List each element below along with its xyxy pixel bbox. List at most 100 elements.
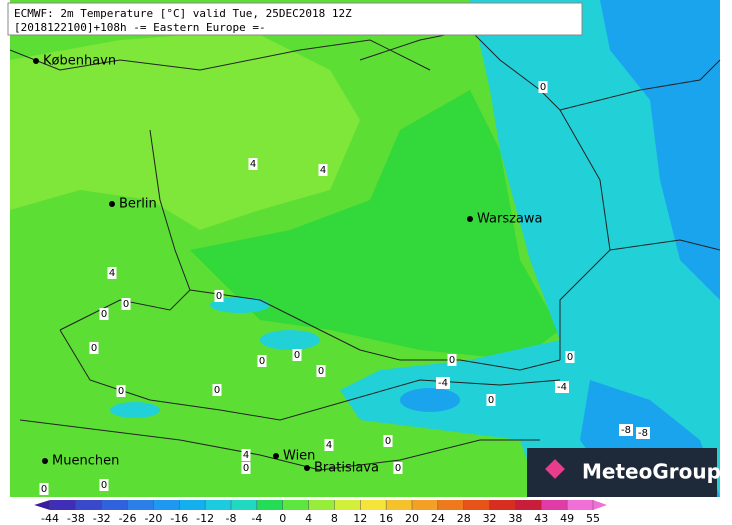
contour-label: 0 bbox=[567, 352, 573, 363]
contour-label-box bbox=[248, 158, 258, 170]
country-border bbox=[559, 59, 721, 111]
contour-label: -8 bbox=[638, 428, 648, 439]
contour-label-box bbox=[107, 267, 117, 279]
colorbar-segment bbox=[205, 500, 232, 510]
contour-label: 0 bbox=[294, 350, 300, 361]
contour-label-box bbox=[121, 298, 131, 310]
colorbar-tick-label: -26 bbox=[119, 512, 137, 525]
contour-label-box bbox=[436, 377, 450, 389]
colorbar-tick-label: 20 bbox=[405, 512, 419, 525]
field-cool-spot bbox=[260, 330, 320, 350]
country-border bbox=[609, 239, 721, 251]
logo-icon bbox=[545, 459, 565, 479]
city-label: Warszawa bbox=[477, 212, 543, 227]
contour-label-box bbox=[257, 355, 267, 367]
colorbar-segment bbox=[75, 500, 103, 510]
contour-label: 0 bbox=[101, 480, 107, 491]
contour-label: 0 bbox=[123, 299, 129, 310]
city-dot bbox=[304, 465, 310, 471]
field-cold bbox=[600, 0, 720, 300]
colorbar-segment bbox=[256, 500, 284, 510]
country-border bbox=[189, 289, 561, 371]
city-dot bbox=[33, 58, 39, 64]
colorbar-segment bbox=[231, 500, 258, 510]
contour-label-box bbox=[89, 342, 99, 354]
logo-text: MeteoGroup bbox=[582, 460, 721, 484]
colorbar-tick-label: 55 bbox=[586, 512, 600, 525]
header-line: [2018122100]+108h -= Eastern Europe =- bbox=[14, 21, 266, 34]
coastline bbox=[9, 39, 431, 71]
country-border bbox=[59, 329, 561, 421]
contour-label: 0 bbox=[488, 395, 494, 406]
contour-label: 4 bbox=[326, 440, 332, 451]
colorbar-segment bbox=[412, 500, 439, 510]
colorbar-segment bbox=[127, 500, 154, 510]
colorbar-tick-label: 24 bbox=[431, 512, 445, 525]
contour-label: 4 bbox=[109, 268, 115, 279]
colorbar-tick-label: 38 bbox=[508, 512, 522, 525]
contour-label-box bbox=[39, 483, 49, 495]
cities: København Berlin Warszawa Muenchen WienBrati… bbox=[33, 54, 543, 476]
contour-label: 0 bbox=[259, 356, 265, 367]
colorbar-segment bbox=[541, 500, 568, 510]
colorbar-segment bbox=[153, 500, 180, 510]
contour-label-box bbox=[316, 365, 326, 377]
colorbar-segment bbox=[386, 500, 413, 510]
contour-label-box bbox=[555, 381, 569, 393]
contour-label: 0 bbox=[385, 436, 391, 447]
contour-labels: 0 4 4 4 0 0 0 0 0 0 0 0 0 0 0 -4 0 -4 -8 -8 0 4 4 0 0 0 0 bbox=[39, 81, 650, 495]
country-border bbox=[19, 419, 540, 471]
colorbar-end bbox=[34, 500, 50, 510]
field-warm bbox=[10, 30, 360, 230]
colorbar-segment bbox=[282, 500, 310, 510]
colorbar-tick-label: -44 bbox=[41, 512, 59, 525]
contour-label-box bbox=[99, 479, 109, 491]
colorbar-segment bbox=[515, 500, 542, 510]
contour-label: 0 bbox=[318, 366, 324, 377]
colorbar-tick-label: -4 bbox=[251, 512, 262, 525]
contour-label-box bbox=[383, 435, 393, 447]
contour-label-box bbox=[636, 427, 650, 439]
colorbar-tick-label: -8 bbox=[226, 512, 237, 525]
contour-label: 0 bbox=[395, 463, 401, 474]
colorbar-tick-label: -12 bbox=[196, 512, 214, 525]
contour-label: 0 bbox=[214, 385, 220, 396]
colorbar-segment bbox=[179, 500, 206, 510]
colorbar-tick-label: -16 bbox=[170, 512, 188, 525]
contour-label: 0 bbox=[216, 291, 222, 302]
colorbar-tick-label: 32 bbox=[483, 512, 497, 525]
contour-label: 4 bbox=[250, 159, 256, 170]
contour-label-box bbox=[486, 394, 496, 406]
field-cool-spot bbox=[210, 297, 270, 313]
city-label: Wien bbox=[283, 449, 315, 464]
contour-label: 0 bbox=[118, 386, 124, 397]
contour-label: 0 bbox=[540, 82, 546, 93]
colorbar-segment bbox=[489, 500, 516, 510]
city-label: Berlin bbox=[119, 197, 157, 212]
contour-label-box bbox=[538, 81, 548, 93]
contour-label: 4 bbox=[243, 450, 249, 461]
city-label: Muenchen bbox=[52, 454, 119, 469]
colorbar-tick-label: 12 bbox=[353, 512, 367, 525]
colorbar-tick-label: -38 bbox=[67, 512, 85, 525]
contour-label-box bbox=[241, 449, 251, 461]
city-dot bbox=[273, 453, 279, 459]
city-label: København bbox=[43, 54, 116, 69]
contour-label-box bbox=[393, 462, 403, 474]
colorbar-segment bbox=[101, 500, 129, 510]
contour-label: 0 bbox=[449, 355, 455, 366]
temperature-field bbox=[10, 0, 720, 497]
colorbar-segment bbox=[463, 500, 491, 510]
city-label: Bratislava bbox=[314, 461, 379, 476]
field-cool-spot bbox=[110, 402, 160, 418]
colorbar-tick-label: -32 bbox=[93, 512, 111, 525]
colorbar-tick-label: 0 bbox=[279, 512, 286, 525]
colorbar-tick-label: 16 bbox=[379, 512, 393, 525]
colorbar-segment bbox=[50, 500, 77, 510]
city-dot bbox=[467, 216, 473, 222]
city-dot bbox=[42, 458, 48, 464]
header-line: ECMWF: 2m Temperature [°C] valid Tue, 25… bbox=[14, 7, 352, 20]
field-mid bbox=[190, 90, 560, 360]
colorbar-tick-label: 43 bbox=[534, 512, 548, 525]
